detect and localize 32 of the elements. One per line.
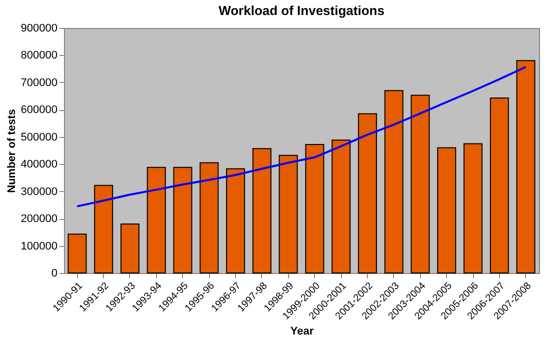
bar bbox=[120, 224, 140, 274]
y-tick-label: 800000 bbox=[20, 50, 58, 62]
y-tick-label: 400000 bbox=[20, 158, 58, 171]
y-tick-label: 200000 bbox=[20, 213, 58, 226]
bar bbox=[173, 166, 192, 274]
bar bbox=[146, 166, 166, 274]
bar bbox=[226, 168, 246, 274]
bar bbox=[358, 113, 377, 274]
x-axis-title: Year bbox=[290, 325, 314, 338]
bar bbox=[278, 154, 298, 274]
y-axis-title: Number of tests bbox=[6, 109, 18, 193]
bar bbox=[384, 90, 404, 274]
y-tick-label: 600000 bbox=[20, 104, 58, 116]
bar bbox=[252, 148, 272, 274]
y-tick-label: 300000 bbox=[20, 186, 58, 198]
chart-title: Workload of Investigations bbox=[218, 3, 384, 18]
y-tick-label: 100000 bbox=[20, 240, 58, 252]
y-tick-label: 700000 bbox=[20, 76, 58, 89]
bar bbox=[332, 140, 351, 274]
y-tick-label: 900000 bbox=[20, 22, 58, 34]
bar bbox=[200, 162, 219, 274]
bar bbox=[464, 143, 483, 274]
line-series bbox=[76, 66, 527, 208]
bar bbox=[516, 60, 536, 274]
bar bbox=[490, 97, 509, 274]
y-tick-label: 0 bbox=[51, 268, 58, 280]
bar bbox=[410, 94, 430, 274]
bar bbox=[305, 144, 324, 274]
bar bbox=[68, 234, 87, 274]
bar bbox=[437, 147, 456, 274]
bar bbox=[94, 184, 114, 274]
y-tick-label: 500000 bbox=[20, 131, 58, 144]
